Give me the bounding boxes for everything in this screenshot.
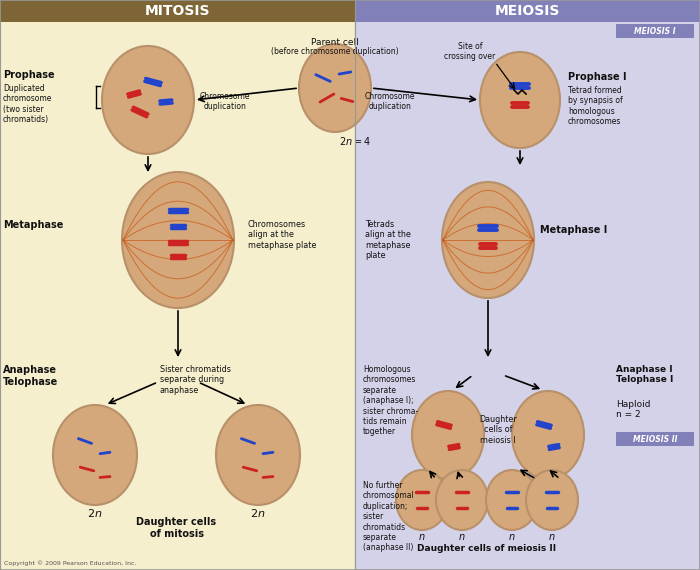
Text: Metaphase I: Metaphase I	[540, 225, 608, 235]
Bar	[616, 432, 694, 446]
Text: Haploid
n = 2: Haploid n = 2	[616, 400, 650, 420]
Text: Tetrads
align at the
metaphase
plate: Tetrads align at the metaphase plate	[365, 220, 411, 260]
Text: $n$: $n$	[548, 532, 556, 542]
Text: $2n = 4$: $2n = 4$	[339, 135, 371, 147]
Ellipse shape	[216, 405, 300, 505]
Ellipse shape	[436, 470, 488, 530]
Text: $n$: $n$	[508, 532, 516, 542]
Ellipse shape	[102, 46, 194, 154]
Text: MEIOSIS II: MEIOSIS II	[633, 434, 678, 443]
Text: Daughter cells
of mitosis: Daughter cells of mitosis	[136, 517, 216, 539]
Ellipse shape	[122, 172, 234, 308]
Text: $n$: $n$	[418, 532, 426, 542]
Text: Sister chromatids
separate during
anaphase: Sister chromatids separate during anapha…	[160, 365, 231, 395]
Bar	[0, 0, 355, 22]
Text: Prophase: Prophase	[3, 70, 55, 80]
Text: Anaphase
Telophase: Anaphase Telophase	[3, 365, 58, 386]
Ellipse shape	[526, 470, 578, 530]
Text: MITOSIS: MITOSIS	[145, 4, 210, 18]
Text: $2n$: $2n$	[251, 507, 266, 519]
Ellipse shape	[299, 44, 371, 132]
Text: Parent cell: Parent cell	[311, 38, 359, 47]
Text: Copyright © 2009 Pearson Education, Inc.: Copyright © 2009 Pearson Education, Inc.	[4, 560, 136, 566]
Bar	[0, 0, 355, 570]
Bar	[616, 24, 694, 38]
Text: Metaphase: Metaphase	[3, 220, 64, 230]
Text: (before chromosome duplication): (before chromosome duplication)	[271, 47, 399, 56]
Text: Site of
crossing over: Site of crossing over	[444, 42, 496, 62]
Text: Chromosomes
align at the
metaphase plate: Chromosomes align at the metaphase plate	[248, 220, 316, 250]
Text: Chromosome
duplication: Chromosome duplication	[199, 92, 251, 111]
Ellipse shape	[442, 182, 534, 298]
Ellipse shape	[512, 391, 584, 479]
Text: Duplicated
chromosome
(two sister
chromatids): Duplicated chromosome (two sister chroma…	[3, 84, 52, 124]
Bar	[355, 0, 700, 22]
Ellipse shape	[396, 470, 448, 530]
Text: Daughter cells of meiosis II: Daughter cells of meiosis II	[417, 544, 556, 553]
Text: Homologous
chromosomes
separate
(anaphase I);
sister chroma-
tids remain
togethe: Homologous chromosomes separate (anaphas…	[363, 365, 419, 437]
Text: No further
chromosomal
duplication;
sister
chromatids
separate
(anaphase II): No further chromosomal duplication; sist…	[363, 481, 414, 552]
Ellipse shape	[486, 470, 538, 530]
Text: $2n$: $2n$	[88, 507, 103, 519]
Text: Chromosome
duplication: Chromosome duplication	[365, 92, 415, 111]
Text: MEIOSIS: MEIOSIS	[495, 4, 560, 18]
Text: Tetrad formed
by synapsis of
homologous
chromosomes: Tetrad formed by synapsis of homologous …	[568, 86, 623, 126]
Ellipse shape	[412, 391, 484, 479]
Text: Anaphase I
Telophase I: Anaphase I Telophase I	[616, 365, 673, 384]
Text: Prophase I: Prophase I	[568, 72, 626, 82]
Text: $n$: $n$	[458, 532, 466, 542]
Ellipse shape	[480, 52, 560, 148]
Bar	[355, 0, 700, 570]
Ellipse shape	[53, 405, 137, 505]
Text: MEIOSIS I: MEIOSIS I	[634, 26, 676, 35]
Text: Daughter
cells of
meiosis I: Daughter cells of meiosis I	[479, 415, 517, 445]
